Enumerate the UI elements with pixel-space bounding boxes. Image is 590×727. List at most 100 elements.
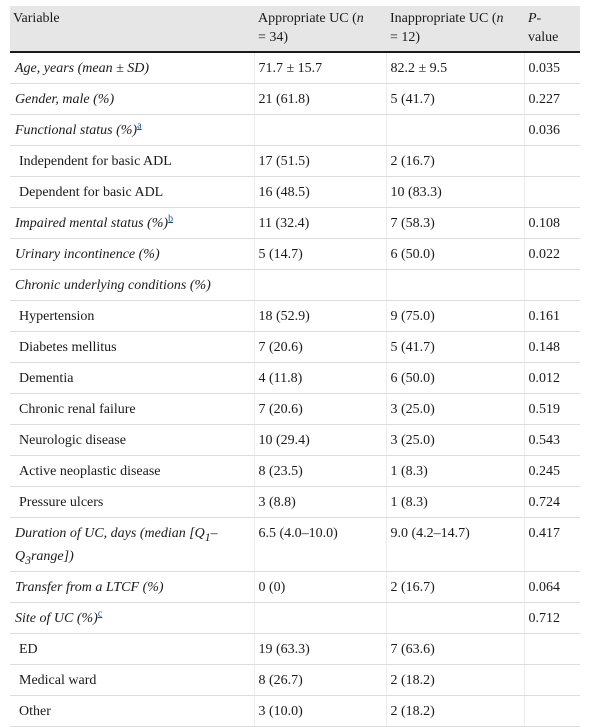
cell-p-value: 0.712 (524, 602, 580, 635)
cell-appropriate: 16 (48.5) (254, 176, 387, 208)
cell-appropriate: 3 (10.0) (254, 695, 387, 727)
cell-inappropriate: 7 (58.3) (386, 207, 525, 239)
cell-appropriate: 11 (32.4) (254, 207, 387, 239)
cell-inappropriate: 2 (16.7) (386, 571, 525, 604)
cell-inappropriate (386, 114, 525, 146)
table-row: Transfer from a LTCF (%) 0 (0) 2 (16.7) 0.0… (10, 571, 580, 604)
cell-p-value (524, 145, 580, 177)
cell-p-value: 0.519 (524, 393, 580, 425)
cell-p-value (524, 664, 580, 697)
cell-appropriate: 8 (23.5) (254, 455, 387, 487)
row-label: Transfer from a LTCF (%) (10, 571, 255, 604)
cell-appropriate: 21 (61.8) (254, 83, 387, 115)
table-body: Age, years (mean ± SD) 71.7 ± 15.7 82.2 ± … (10, 52, 580, 727)
table-row: Duration of UC, days (median [Q1–Q3range… (10, 517, 580, 573)
cell-inappropriate: 10 (83.3) (386, 176, 525, 208)
cell-appropriate: 19 (63.3) (254, 633, 387, 666)
row-label: Site of UC (%)c (10, 602, 255, 635)
cell-inappropriate: 5 (41.7) (386, 331, 525, 363)
cell-p-value (524, 695, 580, 727)
row-label: ED (10, 633, 255, 666)
table-row: Neurologic disease 10 (29.4) 3 (25.0) 0.543 (10, 424, 580, 456)
cell-appropriate (254, 602, 387, 635)
table-row: Independent for basic ADL 17 (51.5) 2 (16.… (10, 145, 580, 177)
cell-appropriate: 10 (29.4) (254, 424, 387, 456)
cell-p-value: 0.161 (524, 300, 580, 332)
cell-p-value: 0.064 (524, 571, 580, 604)
header-appropriate-uc: Appropriate UC (n = 34) (254, 6, 386, 53)
cell-appropriate (254, 269, 387, 301)
row-label: Independent for basic ADL (10, 145, 255, 177)
table-row: Functional status (%)a 0.036 (10, 114, 580, 146)
cell-p-value: 0.035 (524, 52, 580, 84)
cell-p-value: 0.724 (524, 486, 580, 518)
table-row: Chronic renal failure 7 (20.6) 3 (25.0) 0.5… (10, 393, 580, 425)
cell-appropriate: 6.5 (4.0–10.0) (254, 517, 387, 573)
cell-p-value: 0.012 (524, 362, 580, 394)
cell-inappropriate: 6 (50.0) (386, 362, 525, 394)
cell-appropriate: 7 (20.6) (254, 393, 387, 425)
footnote-link[interactable]: b (168, 212, 174, 224)
table-row: Gender, male (%) 21 (61.8) 5 (41.7) 0.227 (10, 83, 580, 115)
cell-appropriate: 5 (14.7) (254, 238, 387, 270)
table-row: Urinary incontinence (%) 5 (14.7) 6 (50.0)… (10, 238, 580, 270)
table-row: Impaired mental status (%)b 11 (32.4) 7 (5… (10, 207, 580, 239)
cell-appropriate: 18 (52.9) (254, 300, 387, 332)
cell-p-value (524, 176, 580, 208)
footnote-link[interactable]: c (97, 608, 103, 620)
cell-inappropriate: 7 (63.6) (386, 633, 525, 666)
cell-inappropriate: 3 (25.0) (386, 393, 525, 425)
row-label: Duration of UC, days (median [Q1–Q3range… (10, 517, 255, 573)
cell-p-value: 0.036 (524, 114, 580, 146)
cell-p-value: 0.022 (524, 238, 580, 270)
table-row: Pressure ulcers 3 (8.8) 1 (8.3) 0.724 (10, 486, 580, 518)
cell-inappropriate (386, 269, 525, 301)
cell-inappropriate: 9 (75.0) (386, 300, 525, 332)
table-container: Variable Appropriate UC (n = 34) Inapprop… (10, 6, 580, 727)
cell-p-value: 0.148 (524, 331, 580, 363)
cell-appropriate: 8 (26.7) (254, 664, 387, 697)
table-row: Chronic underlying conditions (%) (10, 269, 580, 301)
row-label: Urinary incontinence (%) (10, 238, 255, 270)
table-header: Variable Appropriate UC (n = 34) Inapprop… (10, 6, 580, 53)
cell-p-value (524, 269, 580, 301)
data-table: Variable Appropriate UC (n = 34) Inapprop… (10, 6, 580, 727)
cell-inappropriate: 2 (16.7) (386, 145, 525, 177)
header-p-value: P-value (524, 6, 580, 53)
row-label: Gender, male (%) (10, 83, 255, 115)
table-row: Medical ward 8 (26.7) 2 (18.2) (10, 664, 580, 697)
cell-p-value: 0.543 (524, 424, 580, 456)
row-label: Diabetes mellitus (10, 331, 255, 363)
cell-p-value: 0.108 (524, 207, 580, 239)
cell-inappropriate: 2 (18.2) (386, 695, 525, 727)
cell-appropriate (254, 114, 387, 146)
footnote-link[interactable]: a (137, 119, 142, 131)
cell-p-value: 0.227 (524, 83, 580, 115)
cell-p-value (524, 633, 580, 666)
cell-p-value: 0.245 (524, 455, 580, 487)
table-row: Site of UC (%)c 0.712 (10, 602, 580, 635)
cell-appropriate: 0 (0) (254, 571, 387, 604)
table-row: Dementia 4 (11.8) 6 (50.0) 0.012 (10, 362, 580, 394)
row-label: Dependent for basic ADL (10, 176, 255, 208)
row-label: Neurologic disease (10, 424, 255, 456)
row-label: Functional status (%)a (10, 114, 255, 146)
cell-inappropriate: 1 (8.3) (386, 486, 525, 518)
cell-appropriate: 4 (11.8) (254, 362, 387, 394)
row-label: Other (10, 695, 255, 727)
table-row: Other 3 (10.0) 2 (18.2) (10, 695, 580, 727)
row-label: Medical ward (10, 664, 255, 697)
cell-appropriate: 3 (8.8) (254, 486, 387, 518)
row-label: Chronic renal failure (10, 393, 255, 425)
table-row: Dependent for basic ADL 16 (48.5) 10 (83.3… (10, 176, 580, 208)
cell-inappropriate: 82.2 ± 9.5 (386, 52, 525, 84)
row-label: Hypertension (10, 300, 255, 332)
table-row: Diabetes mellitus 7 (20.6) 5 (41.7) 0.148 (10, 331, 580, 363)
row-label: Impaired mental status (%)b (10, 207, 255, 239)
table-row: Age, years (mean ± SD) 71.7 ± 15.7 82.2 ± … (10, 52, 580, 84)
cell-inappropriate: 3 (25.0) (386, 424, 525, 456)
cell-inappropriate (386, 602, 525, 635)
cell-inappropriate: 2 (18.2) (386, 664, 525, 697)
row-label: Pressure ulcers (10, 486, 255, 518)
row-label: Age, years (mean ± SD) (10, 52, 255, 84)
